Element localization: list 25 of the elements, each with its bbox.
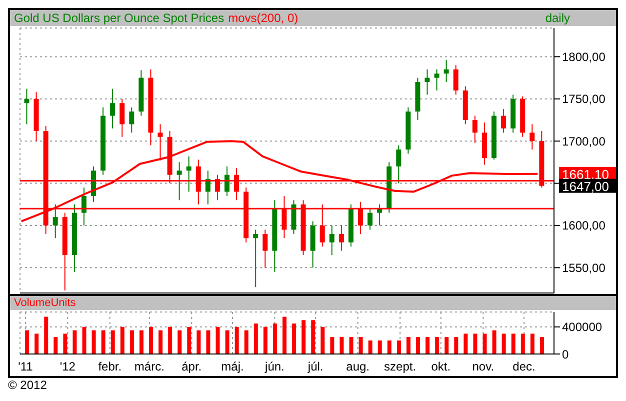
y-tick-label: 1750,00 [562,92,606,106]
x-tick-label: jún. [264,360,284,374]
y-tick-label: 1600,00 [562,218,606,233]
chart-title: VolumeUnits [10,296,616,310]
y-tick-label: 1800,00 [562,50,606,64]
x-tick-label: márc. [134,360,164,374]
y-tick-label: 1550,00 [562,260,606,275]
y-tick-label: 400000 [562,320,602,334]
x-tick-label: máj. [221,360,244,374]
text: © 2012 [8,378,48,392]
x-tick-label: '11 [18,360,34,374]
y-tick-label: 0 [562,347,569,362]
text: daily [545,10,570,26]
x-tick-label: nov. [472,360,494,374]
x-tick-label: okt. [431,360,451,374]
x-tick-label: aug. [346,360,370,374]
x-tick-label: szept. [384,360,416,374]
x-tick-label: júl. [306,360,324,374]
chart-title: Gold US Dollars per Ounce Spot Prices [14,10,224,26]
text: movs(200, 0) [228,10,298,26]
y-tick-label: 1700,00 [562,134,606,148]
x-tick-label: febr. [98,360,122,374]
x-tick-label: '12 [60,360,76,374]
x-tick-label: dec. [512,360,536,374]
x-tick-label: ápr. [182,360,202,374]
